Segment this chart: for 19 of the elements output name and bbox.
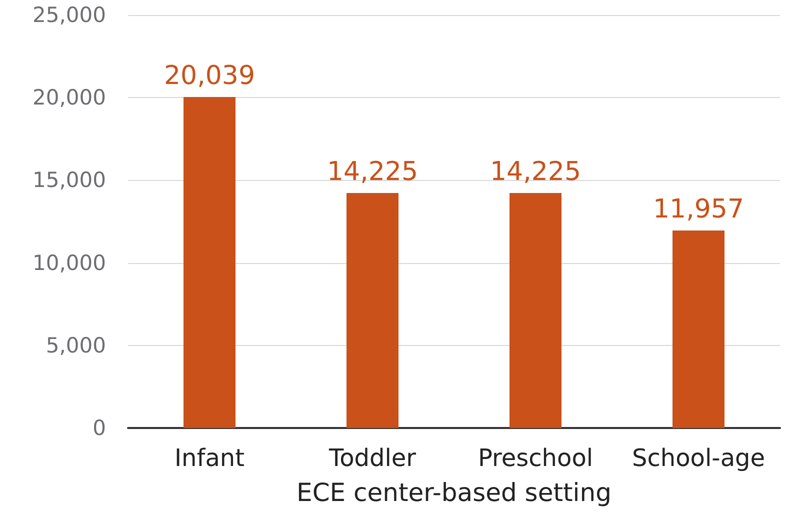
bar xyxy=(672,230,724,428)
y-tick-label: 25,000 xyxy=(32,3,106,27)
y-tick-label: 15,000 xyxy=(32,168,106,192)
y-tick-label: 5,000 xyxy=(46,333,106,358)
data-label: 20,039 xyxy=(164,60,255,91)
data-label: 14,225 xyxy=(327,157,418,188)
x-tick-label: Toddler xyxy=(328,444,416,472)
x-tick-label: School-age xyxy=(632,444,766,472)
data-label: 14,225 xyxy=(490,157,581,188)
data-label: 11,957 xyxy=(653,194,744,224)
y-tick-label: 0 xyxy=(92,416,106,440)
x-axis-title: ECE center-based setting xyxy=(296,478,612,507)
x-tick-label: Preschool xyxy=(478,444,594,472)
y-tick-label: 20,000 xyxy=(32,86,106,110)
y-tick-label: 10,000 xyxy=(32,250,106,275)
bar xyxy=(184,96,236,428)
bar xyxy=(510,193,562,428)
x-tick-label: Infant xyxy=(174,444,245,472)
bar xyxy=(346,193,398,428)
